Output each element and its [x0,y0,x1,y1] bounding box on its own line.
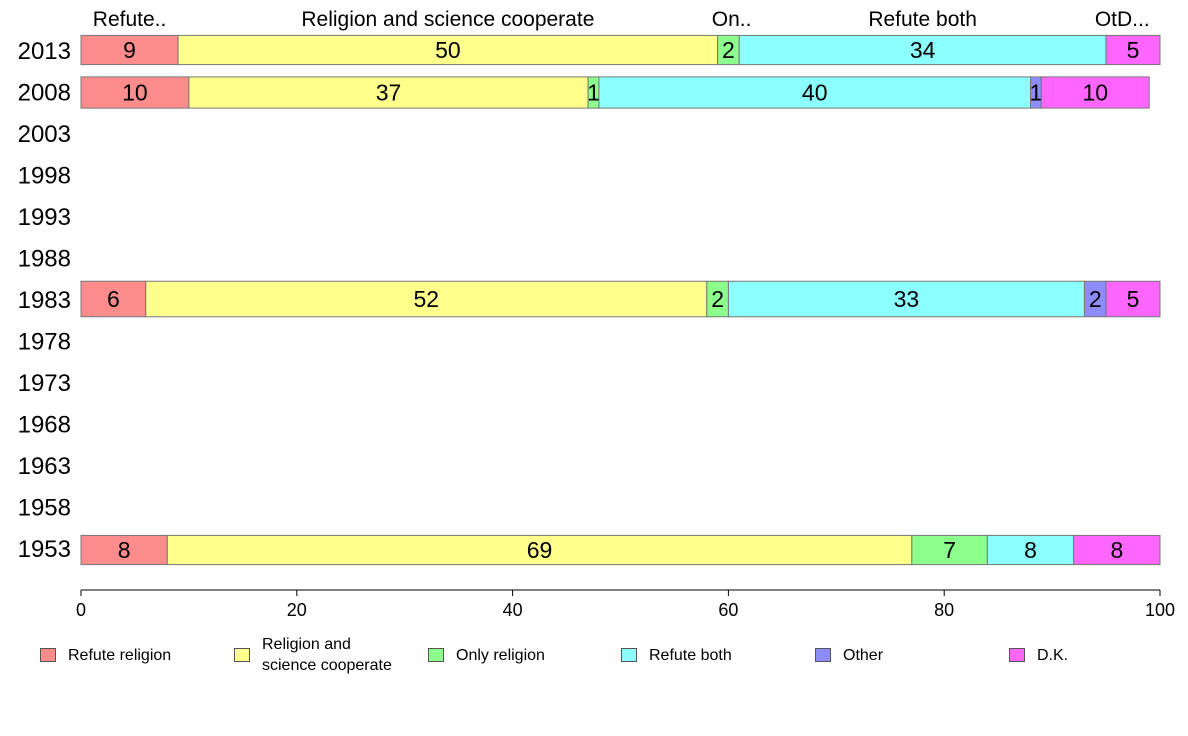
bar-value-label: 8 [1110,537,1123,563]
bar-segment [738,34,1107,66]
legend-label: Refute religion [68,646,172,664]
bar-value-label: 2 [722,37,735,63]
legend-item-dk: D.K. [1009,630,1068,680]
bar-segment [1105,280,1161,318]
y-tick-label: 1973 [18,370,71,397]
bar-value-label: 8 [118,537,131,563]
y-tick-label: 2013 [18,38,71,65]
bar-value-label: 1 [587,80,600,106]
bar-value-label: 8 [1024,537,1037,563]
y-tick-label: 1983 [18,287,71,314]
bar-value-label: 34 [910,37,936,63]
bar-segment [80,280,147,318]
legend-label: Only religion [456,646,545,664]
legend: Refute religion Religion and science coo… [0,630,1188,690]
legend-item-only-religion: Only religion [428,630,545,680]
bar-value-label: 5 [1127,286,1140,312]
legend-swatch [621,648,637,662]
bar-value-label: 6 [107,286,120,312]
y-tick-label: 1958 [18,495,71,522]
bar-value-label: 9 [123,37,136,63]
legend-swatch [234,648,250,662]
legend-item-other: Other [815,630,883,680]
y-tick-label: 1988 [18,246,71,273]
bar-value-label: 50 [435,37,461,63]
x-tick-label: 60 [718,600,738,620]
y-tick-label: 1993 [18,204,71,231]
legend-label: Refute both [649,646,732,664]
y-tick-label: 1963 [18,453,71,480]
bar-segment [727,280,1085,318]
bar-value-label: 1 [1030,80,1043,106]
legend-label: Other [843,646,884,664]
legend-swatch [428,648,444,662]
legend-label: Religion and science cooperate [262,636,392,674]
legend-swatch [40,648,56,662]
x-tick-label: 80 [934,600,954,620]
x-tick-label: 0 [76,600,86,620]
bar-segment [80,34,179,66]
bar-segment [911,534,988,566]
top-segment-label: Refute.. [93,8,167,31]
bar-segment [80,76,190,109]
y-tick-label: 1978 [18,329,71,356]
stacked-bar-chart: 1953195819631968197319781983198819931998… [18,8,1175,620]
bar-segment [188,76,589,109]
legend-swatch [815,648,831,662]
bar-value-label: 10 [122,80,148,106]
x-tick-label: 40 [503,600,523,620]
top-segment-label: Religion and science cooperate [301,8,594,31]
bar-segment [145,280,708,318]
bar-segment [166,534,913,566]
legend-item-refute-religion: Refute religion [40,630,171,680]
bar-value-label: 69 [527,537,553,563]
y-tick-label: 2003 [18,121,71,148]
y-tick-label: 2008 [18,80,71,107]
legend-label: D.K. [1037,646,1069,664]
bar-segment [177,34,719,66]
bar-segment [598,76,1032,109]
bar-segment [1040,76,1150,109]
bar-value-label: 52 [413,286,439,312]
top-segment-label: OtD... [1095,8,1150,31]
bar-value-label: 7 [943,537,956,563]
bar-value-label: 5 [1127,37,1140,63]
bar-value-label: 40 [802,80,828,106]
bar-value-label: 33 [894,286,920,312]
bar-segment [1105,34,1161,66]
y-tick-label: 1998 [18,163,71,190]
x-tick-label: 100 [1145,600,1175,620]
top-segment-label: On.. [712,8,752,31]
bar-value-label: 2 [711,286,724,312]
y-tick-label: 1968 [18,412,71,439]
bar-segment [80,534,168,566]
legend-swatch [1009,648,1025,662]
bar-segment [1073,534,1161,566]
bar-value-label: 37 [376,80,402,106]
y-tick-label: 1953 [18,536,71,563]
bar-value-label: 10 [1082,80,1108,106]
top-segment-label: Refute both [868,8,977,31]
x-tick-label: 20 [287,600,307,620]
legend-item-religion-science-cooperate: Religion and science cooperate [234,630,392,680]
legend-item-refute-both: Refute both [621,630,732,680]
bar-value-label: 2 [1089,286,1102,312]
